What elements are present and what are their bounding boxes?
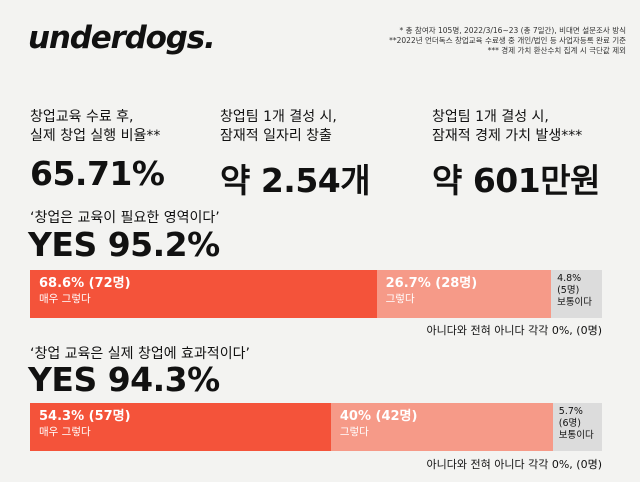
- segment-label: 보통이다: [557, 297, 593, 308]
- segment-label: 그렇다: [385, 293, 415, 305]
- response-bar: 68.6% (72명) 매우 그렇다 26.7% (28명) 그렇다 4.8% …: [30, 270, 602, 318]
- segment-neutral: 5.7% (6명) 보통이다: [552, 403, 602, 451]
- segment-label: 보통이다: [558, 430, 594, 441]
- stat-economic-value: 창업팀 1개 결성 시, 잠재적 경제 가치 발생*** 약 601만원: [432, 108, 600, 202]
- stat-label: 창업팀 1개 결성 시,: [432, 109, 549, 125]
- stat-value: 65.71%: [30, 154, 165, 193]
- note-line: *** 경제 가치 환산수치 집계 시 극단값 제외: [487, 46, 626, 55]
- stat-label: 잠재적 일자리 창출: [220, 128, 332, 144]
- question-headline: YES 94.3%: [28, 360, 220, 399]
- segment-label: 그렇다: [339, 426, 369, 438]
- bar-footnote: 아니다와 전혀 아니다 각각 0%, (0명): [426, 324, 602, 337]
- note-line: **2022년 언더독스 창업교육 수료생 중 개인/법인 등 사업자등록 완료…: [389, 36, 626, 45]
- note-line: * 총 참여자 105명, 2022/3/16~23 (총 7일간), 비대면 …: [399, 26, 627, 35]
- stat-startup-rate: 창업교육 수료 후, 실제 창업 실행 비율** 65.71%: [30, 108, 165, 193]
- bar-footnote: 아니다와 전혀 아니다 각각 0%, (0명): [426, 458, 602, 471]
- stat-label: 실제 창업 실행 비율**: [30, 128, 161, 144]
- segment-strongly-agree: 68.6% (72명) 매우 그렇다: [30, 270, 377, 318]
- segment-percent: 5.7%: [558, 406, 583, 417]
- stat-value: 약 601만원: [432, 161, 600, 200]
- brand-logo: underdogs.: [28, 20, 216, 56]
- stat-label: 잠재적 경제 가치 발생***: [432, 128, 583, 144]
- segment-percent: 68.6% (72명): [39, 276, 131, 291]
- question-title: ‘창업 교육은 실제 창업에 효과적이다’: [30, 346, 250, 362]
- segment-agree: 40% (42명) 그렇다: [330, 403, 553, 451]
- segment-count: (5명): [557, 285, 580, 296]
- response-bar: 54.3% (57명) 매우 그렇다 40% (42명) 그렇다 5.7% (6…: [30, 403, 602, 451]
- segment-percent: 4.8%: [557, 273, 582, 284]
- segment-percent: 54.3% (57명): [39, 409, 131, 424]
- segment-label: 매우 그렇다: [39, 426, 91, 438]
- survey-notes: * 총 참여자 105명, 2022/3/16~23 (총 7일간), 비대면 …: [389, 26, 626, 56]
- segment-label: 매우 그렇다: [39, 293, 91, 305]
- segment-count: (6명): [558, 418, 581, 429]
- question-title: ‘창업은 교육이 필요한 영역이다’: [30, 210, 220, 226]
- stat-label: 창업교육 수료 후,: [30, 109, 134, 125]
- segment-percent: 40% (42명): [339, 409, 418, 424]
- segment-neutral: 4.8% (5명) 보통이다: [551, 270, 602, 318]
- stat-value: 약 2.54개: [220, 161, 371, 200]
- question-headline: YES 95.2%: [28, 225, 220, 264]
- segment-percent: 26.7% (28명): [385, 276, 478, 291]
- segment-strongly-agree: 54.3% (57명) 매우 그렇다: [30, 403, 331, 451]
- segment-agree: 26.7% (28명) 그렇다: [376, 270, 552, 318]
- stat-label: 창업팀 1개 결성 시,: [220, 109, 337, 125]
- stat-jobs-created: 창업팀 1개 결성 시, 잠재적 일자리 창출 약 2.54개: [220, 108, 371, 202]
